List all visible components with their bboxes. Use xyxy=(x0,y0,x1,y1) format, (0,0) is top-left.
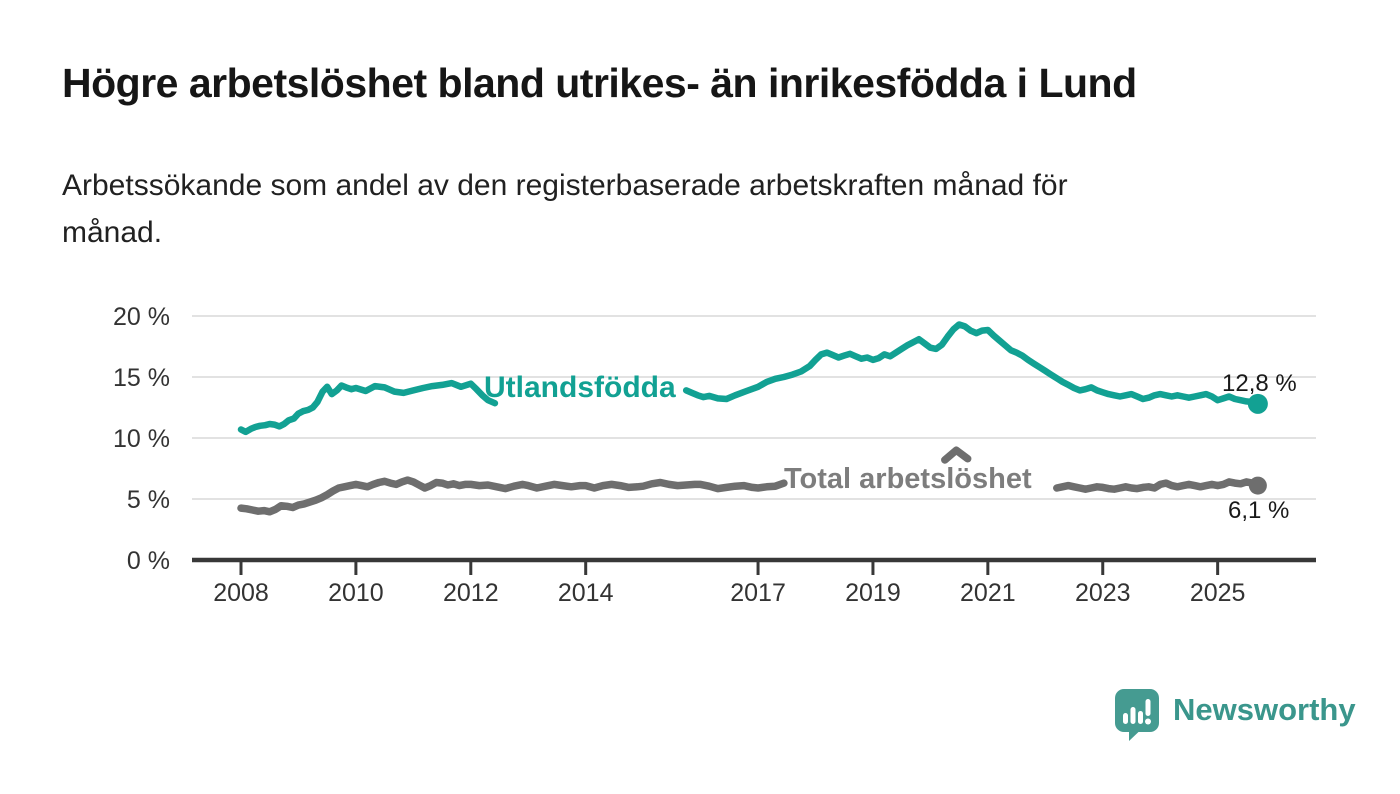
y-axis-label: 15 % xyxy=(113,364,170,392)
series-line-total xyxy=(941,446,972,464)
newsworthy-logo-icon xyxy=(1115,689,1159,741)
end-dot-utlandsfodda xyxy=(1247,393,1268,414)
brand-name: Newsworthy xyxy=(1173,692,1356,727)
series-line-total xyxy=(237,476,788,516)
gridlines xyxy=(192,315,1316,500)
series-line-utlandsfodda xyxy=(237,379,499,436)
y-axis-label: 0 % xyxy=(127,547,170,575)
x-axis-label: 2019 xyxy=(845,579,901,607)
x-axis-label: 2012 xyxy=(443,579,499,607)
newsworthy-brand: Newsworthy xyxy=(1114,688,1356,741)
chart-subtitle: Arbetssökande som andel av den registerb… xyxy=(62,162,1068,256)
y-axis-label: 20 % xyxy=(113,303,170,331)
bar-3 xyxy=(1138,711,1143,724)
axes: 0 % 5 % 10 % 15 % 20 % 2008 2010 2012 2014 2017 20… xyxy=(113,303,1316,607)
series-label-total-arbetsloshet: Total arbetslöshet xyxy=(784,463,1032,495)
x-axis-label: 2023 xyxy=(1075,579,1131,607)
series-lines xyxy=(237,321,1268,516)
x-axis-label: 2025 xyxy=(1190,579,1246,607)
chart-subtitle-line2: månad. xyxy=(62,216,163,249)
end-value-label-total: 6,1 % xyxy=(1228,497,1289,524)
series-label-utlandsfodda: Utlandsfödda xyxy=(484,371,676,404)
y-axis-label: 10 % xyxy=(113,425,170,453)
series-line-total xyxy=(1053,478,1262,493)
bar-1 xyxy=(1123,713,1128,724)
y-axis-label: 5 % xyxy=(127,486,170,514)
x-axis-label: 2021 xyxy=(960,579,1016,607)
chart-subtitle-line1: Arbetssökande som andel av den registerb… xyxy=(62,169,1068,202)
x-axis-label: 2010 xyxy=(328,579,384,607)
bar-2 xyxy=(1130,707,1136,724)
x-axis-label: 2017 xyxy=(730,579,786,607)
chart-labels: Utlandsfödda Total arbetslöshet 12,8 % 6… xyxy=(484,370,1297,524)
x-axis-label: 2014 xyxy=(558,579,614,607)
exclamation-bar xyxy=(1145,699,1151,716)
end-dot-total xyxy=(1248,476,1267,495)
page-title: Högre arbetslöshet bland utrikes- än inr… xyxy=(62,60,1137,106)
series-line-utlandsfodda xyxy=(682,321,1262,408)
x-axis-label: 2008 xyxy=(213,579,269,607)
exclamation-dot xyxy=(1145,718,1151,725)
end-value-label-utlandsfodda: 12,8 % xyxy=(1222,370,1297,397)
speech-bubble-shape xyxy=(1115,689,1159,741)
